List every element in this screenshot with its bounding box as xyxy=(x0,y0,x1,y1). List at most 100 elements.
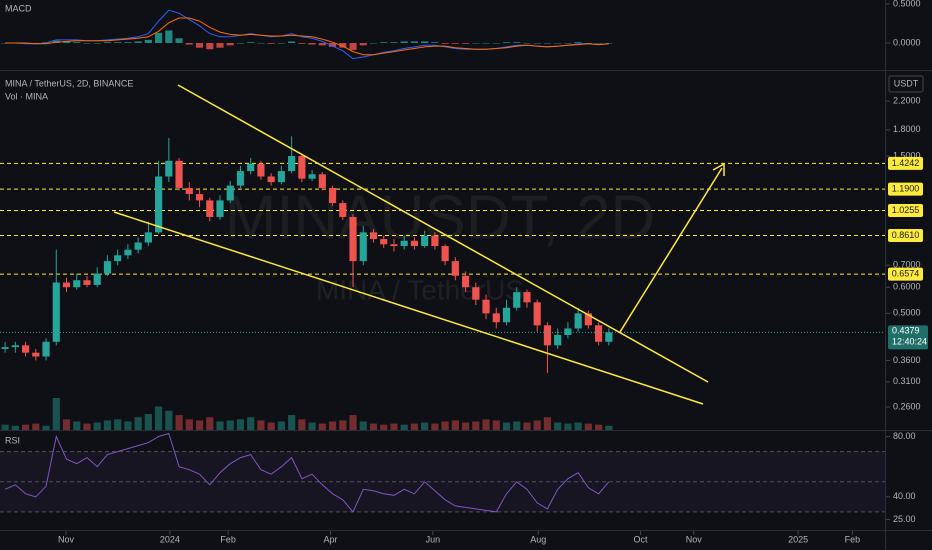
macd-histogram-bar xyxy=(472,42,480,44)
volume-bar xyxy=(247,417,255,430)
candle-body xyxy=(543,325,552,346)
candle-body xyxy=(390,244,398,247)
candle-body xyxy=(431,235,439,247)
volume-bar xyxy=(134,417,142,430)
volume-bar xyxy=(349,415,357,430)
volume-bar xyxy=(584,423,592,430)
macd-histogram-bar xyxy=(605,42,613,44)
candle-body xyxy=(288,155,296,172)
candle-body xyxy=(482,299,490,314)
rsi-line xyxy=(4,432,610,513)
candle-body xyxy=(277,171,285,183)
candle-body xyxy=(175,160,183,188)
candle-body xyxy=(257,163,265,177)
macd-histogram-bar xyxy=(195,42,204,48)
candle-body xyxy=(247,163,255,172)
candle-body xyxy=(114,255,122,262)
macd-histogram-bar xyxy=(328,42,337,47)
rsi-title: RSI xyxy=(5,435,20,445)
macd-histogram-bar xyxy=(247,42,255,43)
macd-histogram-bar xyxy=(533,42,541,44)
volume-bar xyxy=(277,421,285,430)
macd-histogram-bar xyxy=(134,41,142,43)
macd-histogram-bar xyxy=(482,42,490,44)
candle-body xyxy=(441,246,449,262)
volume-bar xyxy=(554,422,562,430)
macd-histogram-bar xyxy=(185,42,193,45)
candle-body xyxy=(11,345,19,348)
volume-bar xyxy=(400,424,408,430)
volume-bar xyxy=(144,414,152,430)
macd-histogram-bar xyxy=(462,42,470,44)
volume-bar xyxy=(83,423,91,430)
volume-bar xyxy=(236,419,245,430)
candle-body xyxy=(267,176,275,183)
volume-bar xyxy=(410,423,418,430)
watermark-sub: MINA / TetherUS xyxy=(316,274,524,305)
volume-bar xyxy=(318,423,326,430)
volume-bar xyxy=(103,420,112,430)
volume-bar xyxy=(22,424,30,430)
candle-body xyxy=(83,280,91,285)
x-tick-label: Nov xyxy=(58,534,75,544)
volume-bar xyxy=(114,419,122,430)
volume-bar xyxy=(451,420,459,430)
candle-body xyxy=(103,261,112,274)
macd-histogram-bar xyxy=(288,41,296,43)
volume-bar xyxy=(62,419,71,430)
macd-histogram-bar xyxy=(523,42,531,44)
macd-histogram-bar xyxy=(339,42,347,48)
currency-box xyxy=(888,75,924,93)
volume-bar xyxy=(73,421,81,430)
macd-histogram-bar xyxy=(103,42,112,43)
macd-histogram-bar xyxy=(277,42,285,44)
level-label-box xyxy=(888,182,923,196)
volume-bar xyxy=(421,422,429,430)
x-tick-label: Apr xyxy=(324,534,338,544)
macd-histogram-bar xyxy=(390,42,398,43)
macd-histogram-bar xyxy=(574,42,582,43)
level-label: 1.0255 xyxy=(892,205,920,215)
candle-body xyxy=(93,273,101,285)
volume-bar xyxy=(574,422,582,430)
level-label-box xyxy=(888,203,923,217)
macd-histogram-bar xyxy=(410,41,418,43)
macd-histogram-bar xyxy=(421,41,429,43)
x-tick-label: Feb xyxy=(220,534,236,544)
y-tick-label: 0.5000 xyxy=(893,308,921,318)
volume-bar xyxy=(93,422,101,430)
volume-bar xyxy=(482,419,490,430)
volume-bar xyxy=(390,423,398,430)
candle-body xyxy=(472,287,480,300)
candle-body xyxy=(52,282,60,342)
level-label: 0.6574 xyxy=(892,269,920,279)
macd-histogram-bar xyxy=(216,42,224,48)
macd-histogram-bar xyxy=(380,42,388,43)
macd-histogram-bar xyxy=(155,32,163,43)
macd-histogram-bar xyxy=(298,42,306,44)
candle-body xyxy=(502,307,511,323)
macd-histogram-bar xyxy=(513,42,521,43)
candle-body xyxy=(533,302,541,326)
volume-bar xyxy=(32,423,40,430)
candle-body xyxy=(492,313,500,323)
candle-body xyxy=(216,200,224,217)
last-price-label: 0.4379 xyxy=(892,326,920,336)
candle-body xyxy=(380,239,388,245)
volume-bar xyxy=(472,421,480,430)
volume-bar xyxy=(185,419,193,430)
candle-body xyxy=(308,174,316,179)
candle-body xyxy=(359,232,367,262)
candle-body xyxy=(369,232,378,240)
symbol-title: MINA / TetherUS, 2D, BINANCE xyxy=(5,78,133,88)
macd-histogram-bar xyxy=(359,42,367,46)
drawings xyxy=(113,84,725,405)
y-tick-label: 0.0000 xyxy=(893,37,921,47)
y-tick-label: 40.00 xyxy=(893,491,916,501)
y-tick-label: 0.7000 xyxy=(893,260,921,270)
macd-histogram-bar xyxy=(93,42,101,44)
candle-body xyxy=(155,176,163,233)
macd-histogram-bar xyxy=(124,42,132,43)
